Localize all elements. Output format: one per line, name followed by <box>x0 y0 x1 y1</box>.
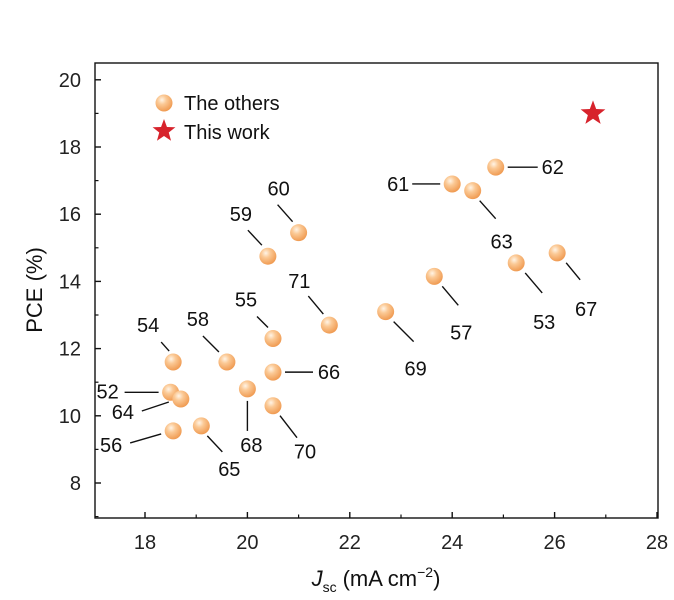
ref-label-70: 70 <box>294 442 316 464</box>
legend-label-this-work: This work <box>184 122 271 144</box>
ref-label-60: 60 <box>267 179 289 201</box>
ref-label-59: 59 <box>230 204 252 226</box>
data-point-ref-63 <box>464 182 482 200</box>
ref-label-71: 71 <box>288 271 310 293</box>
data-point-ref-71 <box>320 316 338 334</box>
data-point-ref-56 <box>164 422 182 440</box>
leader-line-67 <box>565 262 581 281</box>
ref-label-54: 54 <box>137 315 159 337</box>
x-axis-title-unit: (mA cm <box>343 566 418 591</box>
data-point-this-work <box>580 100 606 124</box>
x-tick-label: 26 <box>543 532 565 554</box>
data-point-ref-54 <box>164 353 182 371</box>
y-tick-label: 10 <box>59 406 81 428</box>
x-tick-label: 20 <box>236 532 258 554</box>
data-point-ref-58 <box>218 353 236 371</box>
data-point-ref-68 <box>238 380 256 398</box>
ref-label-67: 67 <box>575 299 597 321</box>
data-point-ref-60 <box>290 224 308 242</box>
leader-line-63 <box>479 200 497 220</box>
data-point-ref-66 <box>264 363 282 381</box>
leader-line-70 <box>279 415 298 439</box>
ref-label-66: 66 <box>318 362 340 384</box>
x-axis-title-superscript: −2 <box>417 564 433 580</box>
x-tick-label: 24 <box>441 532 463 554</box>
y-axis-title: PCE (%) <box>22 247 47 333</box>
legend-marker-others <box>155 94 173 112</box>
leader-line-57 <box>441 285 459 306</box>
x-tick-label: 18 <box>134 532 156 554</box>
ref-label-68: 68 <box>240 435 262 457</box>
x-tick-label: 22 <box>339 532 361 554</box>
ref-label-62: 62 <box>542 157 564 179</box>
legend-label-others: The others <box>184 93 280 115</box>
leader-line-58 <box>202 335 220 353</box>
ref-label-57: 57 <box>450 322 472 344</box>
x-axis-title-subscript: sc <box>323 579 337 595</box>
leader-line-69 <box>393 321 415 343</box>
ref-label-69: 69 <box>405 359 427 381</box>
leader-line-56 <box>129 433 162 444</box>
ref-label-63: 63 <box>491 232 513 254</box>
plot-frame <box>94 62 659 519</box>
data-point-ref-61 <box>443 175 461 193</box>
ref-label-56: 56 <box>100 435 122 457</box>
y-tick-label: 16 <box>59 204 81 226</box>
y-tick-label: 12 <box>59 339 81 361</box>
leader-line-55 <box>256 316 269 329</box>
reference-labels: 52 53 54 55 56 57 58 59 60 61 62 63 64 65 66 67 68 69 70 71 <box>96 157 597 481</box>
leader-line-54 <box>160 341 170 352</box>
data-point-ref-55 <box>264 330 282 348</box>
y-axis: 8 10 12 14 16 18 20 <box>59 70 101 518</box>
leader-line-60 <box>277 204 294 223</box>
ref-label-55: 55 <box>235 290 257 312</box>
ref-label-61: 61 <box>387 174 409 196</box>
y-tick-label: 20 <box>59 70 81 92</box>
data-point-ref-62 <box>487 158 505 176</box>
x-tick-label: 28 <box>646 532 668 554</box>
leader-line-59 <box>247 229 263 246</box>
data-point-ref-69 <box>377 303 395 321</box>
reference-leader-lines <box>124 166 581 453</box>
ref-label-65: 65 <box>218 459 240 481</box>
y-tick-label: 8 <box>70 473 81 495</box>
y-tick-label: 18 <box>59 137 81 159</box>
data-point-ref-70 <box>264 397 282 415</box>
data-point-ref-57 <box>425 267 443 285</box>
ref-label-52: 52 <box>96 381 118 403</box>
leader-line-53 <box>524 272 543 294</box>
legend-marker-this-work <box>152 119 176 141</box>
x-axis-title-close: ) <box>433 566 440 591</box>
leader-line-71 <box>307 295 324 315</box>
x-axis-title: Jsc (mA cm−2) <box>311 564 441 595</box>
legend: The others This work <box>152 93 280 144</box>
ref-label-58: 58 <box>187 309 209 331</box>
x-axis-title-symbol: J <box>311 566 324 591</box>
data-point-ref-67 <box>548 244 566 262</box>
leader-line-65 <box>206 435 223 453</box>
data-point-ref-59 <box>259 247 277 265</box>
data-point-ref-53 <box>507 254 525 272</box>
x-axis: 18 20 22 24 26 28 <box>134 512 668 554</box>
data-point-ref-65 <box>192 417 210 435</box>
data-points <box>162 100 606 440</box>
y-tick-label: 14 <box>59 271 81 293</box>
leader-line-64 <box>141 401 170 412</box>
ref-label-64: 64 <box>112 402 134 424</box>
ref-label-53: 53 <box>533 312 555 334</box>
data-point-ref-64 <box>172 390 190 408</box>
